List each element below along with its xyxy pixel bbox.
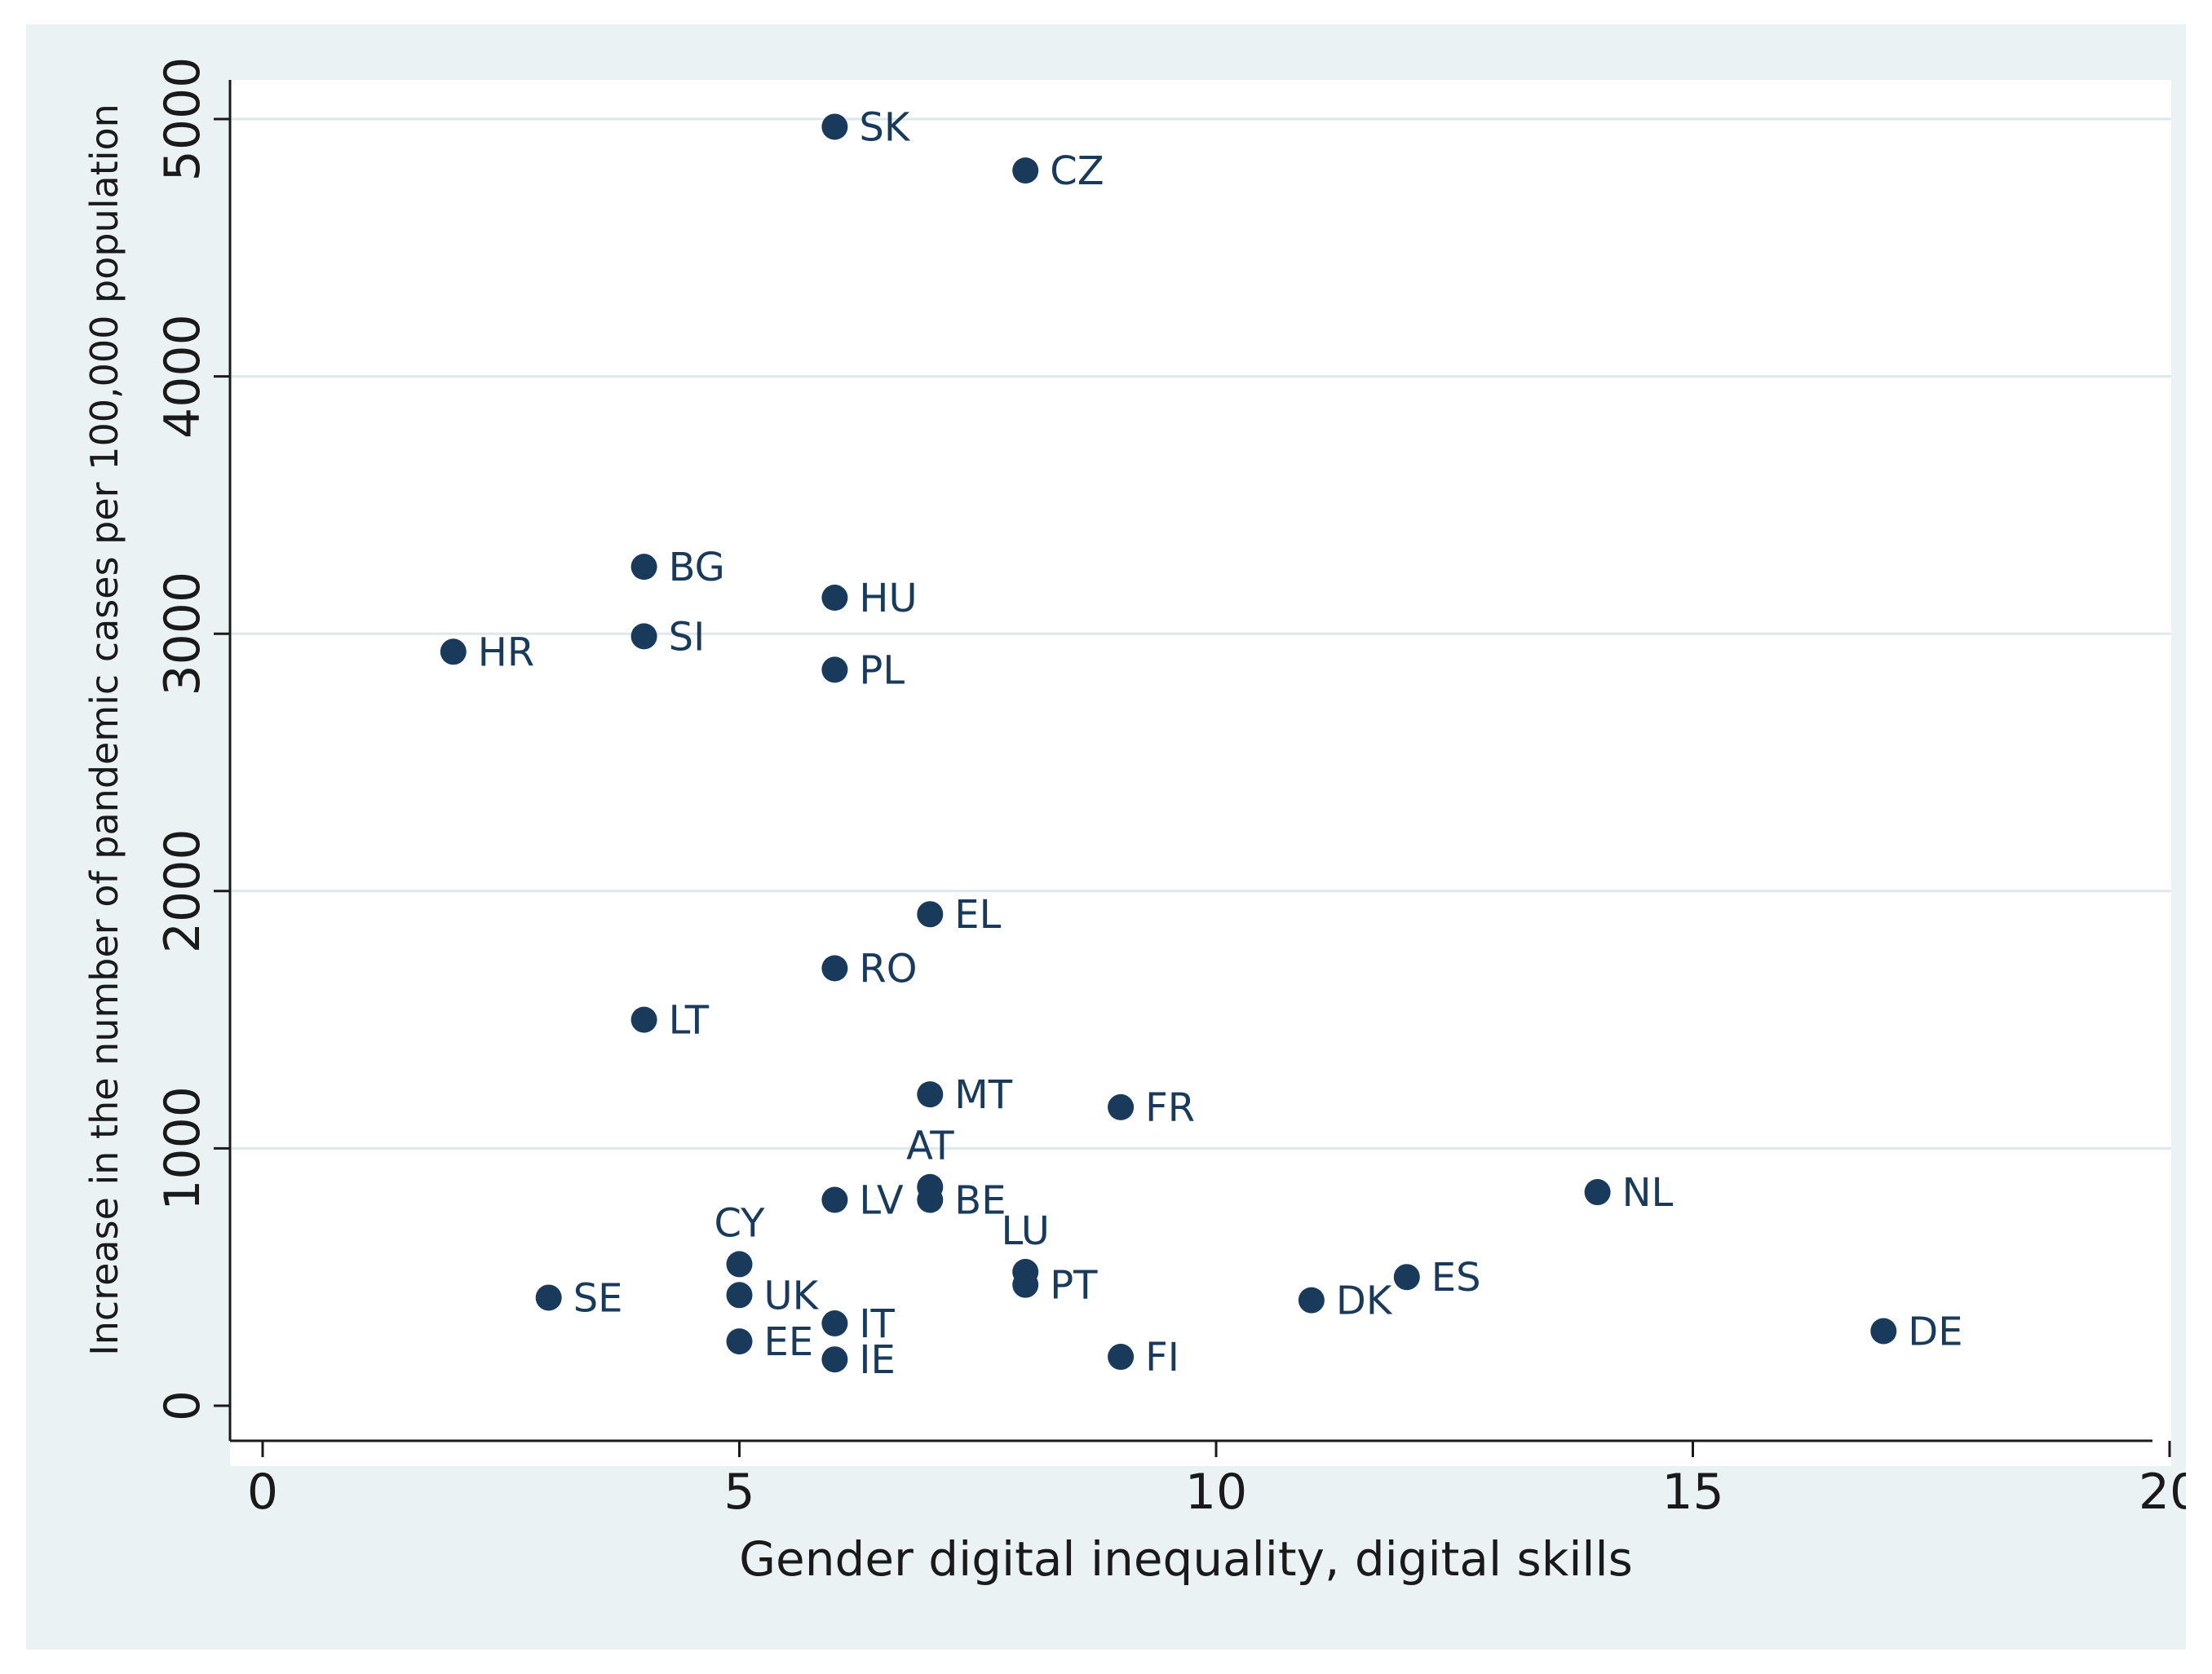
point-label-be: BE [954, 1178, 1006, 1224]
point-label-lt: LT [669, 998, 710, 1044]
data-points: SK CZ BG HU SI HR PL EL RO LT MT FR AT NL BE LV CY LU ES PT… [440, 104, 1963, 1383]
point-label-pt: PT [1050, 1263, 1098, 1309]
point-fi [1108, 1344, 1135, 1371]
point-ee [726, 1328, 753, 1355]
point-hu [821, 585, 848, 612]
point-si [630, 623, 657, 650]
point-label-lu: LU [1001, 1208, 1049, 1254]
point-label-bg: BG [669, 545, 725, 590]
point-pt [1012, 1271, 1039, 1298]
x-tick-label-5: 5 [723, 1464, 754, 1521]
point-label-sk: SK [859, 104, 910, 150]
y-tick-label-1000: 1000 [154, 1086, 211, 1211]
point-label-fr: FR [1145, 1085, 1195, 1131]
point-nl [1584, 1179, 1611, 1206]
x-axis-title: Gender digital inequality, digital skill… [739, 1531, 1633, 1587]
x-tick-label-20: 20 [2139, 1464, 2186, 1521]
point-lt [630, 1006, 657, 1033]
point-pl [821, 656, 848, 683]
plot-area [230, 80, 2171, 1466]
point-de [1870, 1318, 1897, 1345]
point-label-de: DE [1908, 1309, 1962, 1354]
point-label-el: EL [954, 892, 1001, 938]
y-tick-label-0: 0 [154, 1390, 211, 1421]
point-label-at: AT [906, 1124, 954, 1169]
point-label-fi: FI [1145, 1335, 1179, 1380]
y-tick-label-3000: 3000 [154, 572, 211, 696]
point-label-cz: CZ [1050, 148, 1104, 194]
point-label-ee: EE [764, 1319, 814, 1365]
point-uk [726, 1282, 753, 1309]
point-bg [630, 554, 657, 581]
point-label-pl: PL [859, 647, 905, 693]
point-label-hr: HR [478, 629, 534, 675]
point-hr [440, 638, 467, 665]
x-axis-ticks: 0 5 10 15 20 [247, 1441, 2186, 1521]
point-be [917, 1186, 944, 1213]
x-tick-label-10: 10 [1185, 1464, 1247, 1521]
point-es [1393, 1264, 1420, 1291]
point-label-cy: CY [714, 1200, 766, 1246]
point-label-mt: MT [954, 1072, 1012, 1118]
point-se [535, 1284, 562, 1311]
point-label-si: SI [669, 614, 706, 660]
y-tick-label-2000: 2000 [154, 828, 211, 953]
point-cy [726, 1251, 753, 1278]
point-label-dk: DK [1336, 1279, 1393, 1324]
gridlines [232, 117, 2171, 1150]
point-it [821, 1310, 848, 1337]
y-tick-label-5000: 5000 [154, 57, 211, 182]
y-axis-title: Increase in the number of pandemic cases… [82, 104, 126, 1356]
point-ro [821, 955, 848, 982]
point-label-uk: UK [764, 1273, 820, 1318]
point-label-lv: LV [859, 1178, 903, 1224]
point-label-ie: IE [859, 1337, 895, 1383]
point-label-ro: RO [859, 946, 917, 992]
point-lv [821, 1186, 848, 1213]
point-fr [1108, 1093, 1135, 1120]
point-label-it: IT [859, 1301, 895, 1347]
chart-background: 0 1000 2000 3000 4000 5000 0 5 10 15 20 SK CZ BG HU S… [26, 24, 2186, 1650]
point-label-hu: HU [859, 576, 917, 621]
point-ie [821, 1346, 848, 1373]
y-axis-ticks: 0 1000 2000 3000 4000 5000 [154, 57, 230, 1421]
x-tick-label-0: 0 [247, 1464, 278, 1521]
y-tick-label-4000: 4000 [154, 314, 211, 439]
point-cz [1012, 157, 1039, 184]
x-tick-label-15: 15 [1661, 1464, 1723, 1521]
point-dk [1298, 1287, 1325, 1314]
point-mt [917, 1081, 944, 1108]
point-label-nl: NL [1622, 1170, 1674, 1216]
point-sk [821, 113, 848, 140]
point-label-se: SE [573, 1275, 623, 1321]
point-el [917, 901, 944, 928]
point-label-es: ES [1431, 1255, 1481, 1301]
